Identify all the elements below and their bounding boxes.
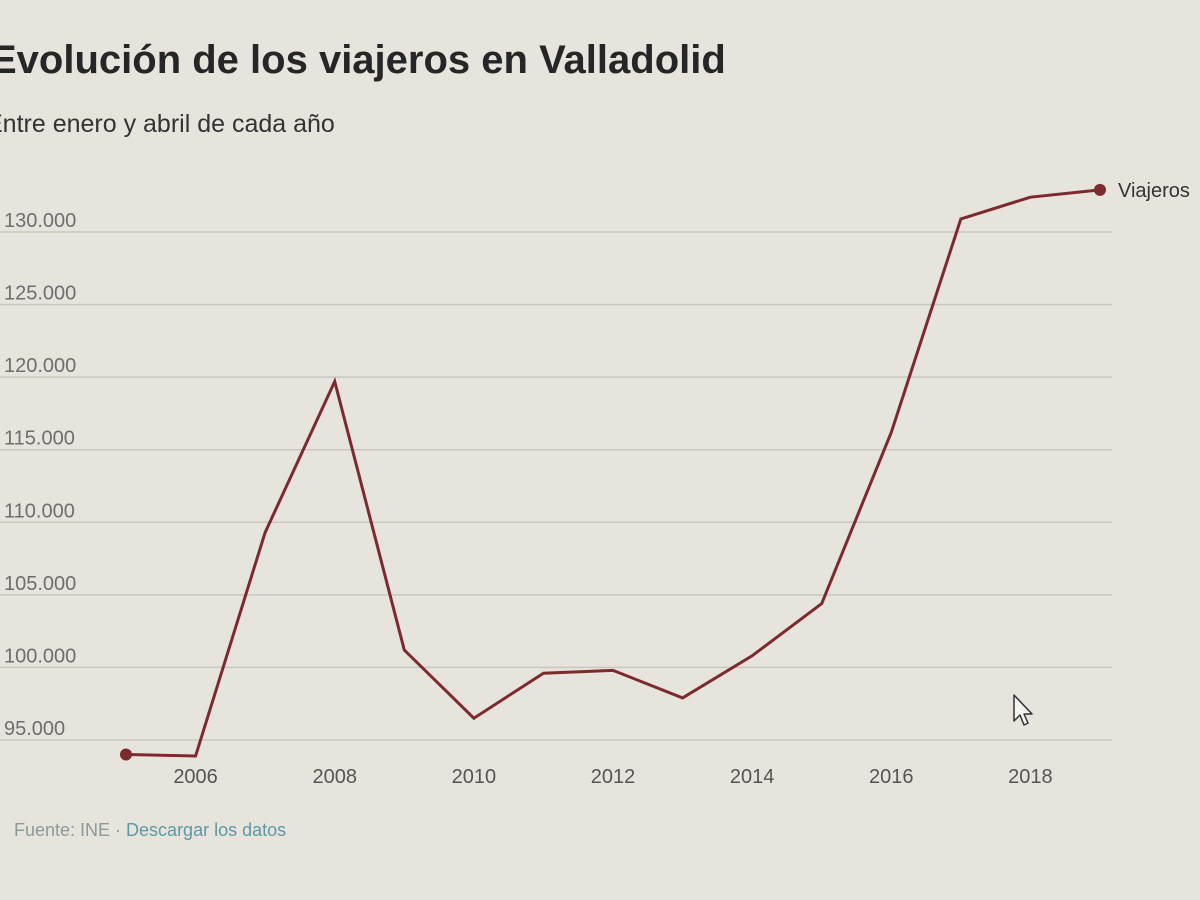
mouse-pointer-icon [1013,694,1033,726]
x-tick-label-5: 2016 [869,766,914,788]
download-data-link[interactable]: Descargar los datos [126,820,287,840]
y-tick-label-7: 130.000 [4,210,76,232]
source-footer: Fuente: INE · Descargar los datos [14,820,286,841]
x-tick-label-2: 2010 [452,766,497,788]
x-tick-label-6: 2018 [1008,766,1053,788]
series-start-marker [120,748,132,761]
chart-title: Evolución de los viajeros en Valladolid [0,38,726,82]
y-tick-label-2: 105.000 [4,573,76,595]
x-tick-label-0: 2006 [173,766,218,788]
y-tick-label-6: 125.000 [4,283,76,305]
x-tick-label-1: 2008 [312,766,357,788]
source-text: Fuente: INE [14,820,111,840]
series-end-marker [1094,183,1106,196]
x-axis-tick-labels: 2006 2008 2010 2012 2014 2016 2018 [173,766,1052,788]
series-layer: Viajeros [120,180,1190,761]
series-line-0 [125,188,1101,758]
y-axis-tick-labels: 95.000 100.000 105.000 110.000 115.000 120.00… [4,210,76,740]
grid-lines [0,231,1112,741]
series-label: Viajeros [1118,180,1190,202]
x-tick-label-3: 2012 [591,766,636,788]
y-tick-label-4: 115.000 [4,428,75,450]
y-tick-label-0: 95.000 [4,718,65,740]
source-separator: · [110,820,127,840]
y-tick-label-1: 100.000 [4,645,76,667]
y-tick-label-5: 120.000 [4,355,76,377]
chart-subtitle: Entre enero y abril de cada año [0,110,335,138]
x-tick-label-4: 2014 [730,766,775,788]
y-tick-label-3: 110.000 [4,500,75,522]
